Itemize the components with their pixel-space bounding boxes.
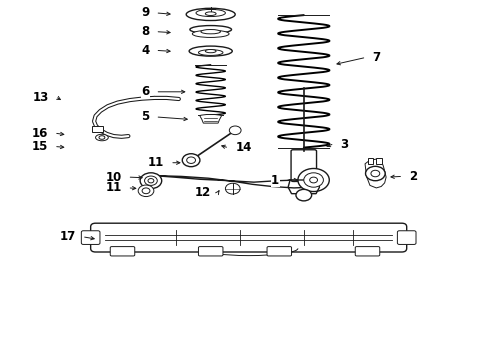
Ellipse shape [190,26,232,33]
Text: 2: 2 [409,170,417,183]
Circle shape [298,168,329,192]
Text: 1: 1 [271,174,279,186]
Polygon shape [368,158,373,164]
Text: 11: 11 [105,181,122,194]
Polygon shape [200,114,221,123]
Text: 9: 9 [141,6,149,19]
Text: 14: 14 [235,141,251,154]
Circle shape [142,188,150,194]
Ellipse shape [198,50,223,55]
Text: 12: 12 [195,186,211,199]
Ellipse shape [205,49,216,53]
Circle shape [185,156,197,165]
Circle shape [148,179,154,183]
Text: 8: 8 [141,25,149,38]
Circle shape [304,173,323,187]
Polygon shape [365,159,386,188]
FancyBboxPatch shape [81,231,100,244]
Text: 15: 15 [32,140,48,153]
Circle shape [310,177,318,183]
FancyBboxPatch shape [198,247,223,256]
FancyBboxPatch shape [91,223,407,252]
Circle shape [182,154,200,167]
Text: 16: 16 [32,127,48,140]
Ellipse shape [201,30,220,34]
Ellipse shape [192,30,229,37]
Ellipse shape [96,134,108,141]
FancyBboxPatch shape [110,247,135,256]
Ellipse shape [196,9,225,17]
Text: 7: 7 [372,51,381,64]
Text: 13: 13 [33,91,49,104]
Ellipse shape [99,136,105,139]
Circle shape [229,126,241,135]
Circle shape [366,166,385,181]
Text: 11: 11 [148,156,164,169]
Polygon shape [92,126,103,132]
Text: 5: 5 [141,111,149,123]
Ellipse shape [189,46,232,56]
FancyBboxPatch shape [355,247,380,256]
Text: 17: 17 [60,230,76,243]
Circle shape [145,176,157,185]
Circle shape [140,173,162,189]
Text: 4: 4 [141,44,149,57]
FancyBboxPatch shape [291,150,317,181]
Circle shape [138,185,154,197]
Polygon shape [376,158,382,164]
Text: 3: 3 [341,138,349,150]
Text: 10: 10 [105,171,122,184]
Circle shape [225,183,240,194]
Polygon shape [143,176,318,188]
Circle shape [371,170,380,177]
Text: 6: 6 [141,85,149,98]
Circle shape [187,157,196,163]
Ellipse shape [205,12,216,15]
Circle shape [296,189,312,201]
Ellipse shape [186,8,235,21]
FancyBboxPatch shape [267,247,292,256]
FancyBboxPatch shape [397,231,416,244]
